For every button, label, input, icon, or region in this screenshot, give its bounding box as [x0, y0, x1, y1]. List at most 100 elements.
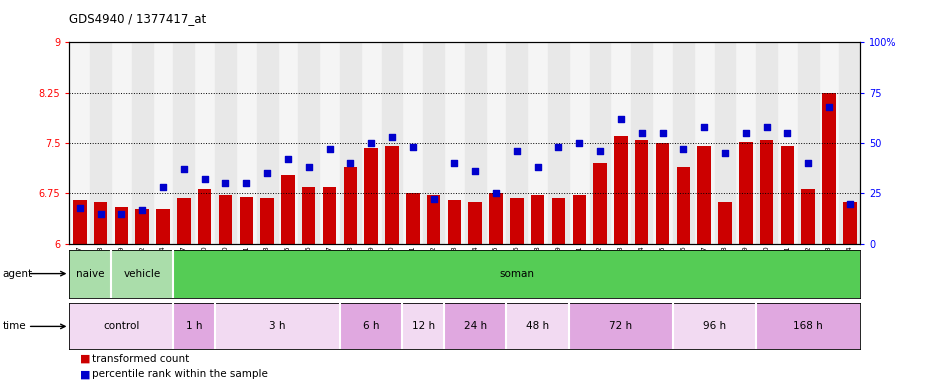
- Bar: [111, 250, 174, 298]
- Bar: [843, 202, 857, 244]
- Bar: [426, 195, 440, 244]
- Bar: [339, 42, 361, 244]
- Bar: [215, 303, 339, 349]
- Bar: [489, 194, 503, 244]
- Bar: [132, 42, 153, 244]
- Bar: [364, 149, 378, 244]
- Point: [468, 168, 483, 174]
- Point: [488, 190, 503, 197]
- Point: [72, 205, 87, 211]
- Bar: [468, 202, 482, 244]
- Text: 168 h: 168 h: [794, 321, 823, 331]
- Text: soman: soman: [500, 268, 535, 279]
- Bar: [448, 200, 462, 244]
- Bar: [73, 200, 87, 244]
- Point: [759, 124, 774, 130]
- Bar: [444, 303, 507, 349]
- Point: [260, 170, 275, 176]
- Bar: [177, 198, 191, 244]
- Bar: [548, 42, 569, 244]
- Point: [551, 144, 566, 150]
- Bar: [672, 42, 694, 244]
- Bar: [756, 42, 777, 244]
- Point: [197, 176, 212, 182]
- Bar: [822, 93, 836, 244]
- Text: time: time: [3, 321, 27, 331]
- Bar: [215, 42, 236, 244]
- Bar: [240, 197, 253, 244]
- Bar: [402, 303, 444, 349]
- Bar: [464, 42, 486, 244]
- Bar: [343, 167, 357, 244]
- Bar: [174, 303, 215, 349]
- Bar: [198, 189, 212, 244]
- Bar: [614, 136, 628, 244]
- Point: [821, 104, 836, 110]
- Bar: [781, 146, 795, 244]
- Point: [426, 197, 441, 203]
- Point: [93, 210, 108, 217]
- Bar: [656, 143, 670, 244]
- Bar: [218, 195, 232, 244]
- Bar: [631, 42, 652, 244]
- Bar: [339, 303, 402, 349]
- Bar: [531, 195, 545, 244]
- Point: [843, 200, 857, 207]
- Point: [405, 144, 420, 150]
- Text: ■: ■: [80, 354, 91, 364]
- Point: [135, 207, 150, 213]
- Bar: [406, 194, 420, 244]
- Bar: [381, 42, 402, 244]
- Text: agent: agent: [3, 268, 33, 279]
- Bar: [69, 250, 111, 298]
- Bar: [801, 189, 815, 244]
- Bar: [739, 142, 753, 244]
- Bar: [115, 207, 129, 244]
- Point: [343, 160, 358, 166]
- Text: 24 h: 24 h: [463, 321, 487, 331]
- Bar: [507, 42, 527, 244]
- Bar: [323, 187, 337, 244]
- Bar: [593, 163, 607, 244]
- Bar: [385, 146, 399, 244]
- Bar: [91, 42, 111, 244]
- Point: [155, 184, 170, 190]
- Text: 3 h: 3 h: [269, 321, 286, 331]
- Point: [738, 130, 753, 136]
- Point: [635, 130, 649, 136]
- Point: [718, 150, 733, 156]
- Point: [447, 160, 462, 166]
- Point: [364, 140, 378, 146]
- Bar: [281, 175, 295, 244]
- Bar: [298, 42, 319, 244]
- Point: [510, 148, 524, 154]
- Text: GDS4940 / 1377417_at: GDS4940 / 1377417_at: [69, 12, 206, 25]
- Point: [177, 166, 191, 172]
- Bar: [551, 198, 565, 244]
- Bar: [589, 42, 610, 244]
- Bar: [510, 198, 524, 244]
- Bar: [135, 209, 149, 244]
- Bar: [174, 42, 194, 244]
- Point: [280, 156, 295, 162]
- Point: [572, 140, 586, 146]
- Bar: [569, 303, 673, 349]
- Bar: [797, 42, 819, 244]
- Bar: [839, 42, 860, 244]
- Bar: [93, 202, 107, 244]
- Bar: [756, 303, 860, 349]
- Text: transformed count: transformed count: [92, 354, 190, 364]
- Point: [114, 210, 129, 217]
- Text: control: control: [104, 321, 140, 331]
- Text: 48 h: 48 h: [526, 321, 549, 331]
- Bar: [156, 209, 170, 244]
- Bar: [697, 146, 711, 244]
- Bar: [302, 187, 315, 244]
- Text: percentile rank within the sample: percentile rank within the sample: [92, 369, 268, 379]
- Bar: [257, 42, 278, 244]
- Bar: [676, 167, 690, 244]
- Bar: [573, 195, 586, 244]
- Bar: [507, 303, 569, 349]
- Text: vehicle: vehicle: [124, 268, 161, 279]
- Bar: [635, 140, 648, 244]
